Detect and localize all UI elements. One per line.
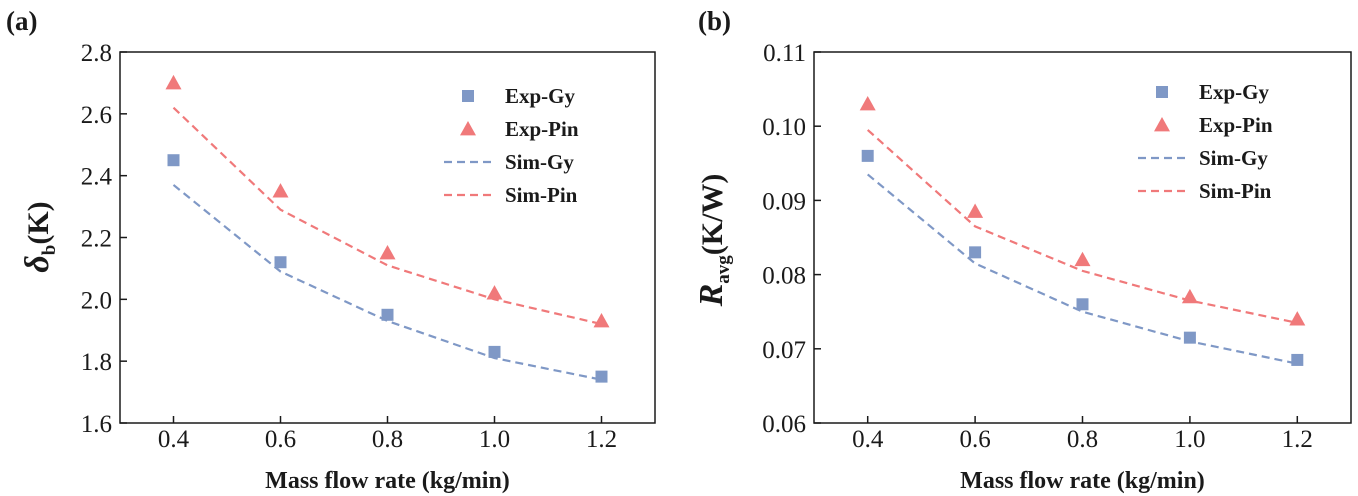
legend-label-sim-gy: Sim-Gy [505,150,574,174]
legend-marker-exp-pin [1154,117,1170,132]
y-tick-label: 0.08 [762,263,806,290]
y-axis-label: Ravg(K/W) [693,174,734,308]
x-tick-label: 1.2 [586,426,617,453]
data-point-exp-pin [1289,311,1306,326]
legend-label-exp-pin: Exp-Pin [505,117,579,141]
x-tick-label: 0.4 [852,426,884,453]
y-tick-label: 0.06 [762,411,806,438]
y-axis-subscript: b [39,245,60,256]
y-tick-label: 2.4 [81,164,113,191]
y-axis-subscript: avg [713,255,734,284]
x-axis-label: Mass flow rate (kg/min) [960,468,1205,494]
y-tick-label: 0.07 [762,337,806,364]
y-tick-label: 0.09 [762,188,806,215]
y-tick-label: 1.6 [81,411,112,438]
data-point-exp-pin [1074,251,1091,267]
y-axis-symbol: R [693,284,730,308]
x-tick-label: 0.6 [265,426,296,453]
y-tick-label: 2.0 [81,287,112,314]
plot-frame [813,51,1352,424]
data-point-exp-gy [381,308,394,321]
data-point-exp-gy [1076,298,1089,311]
x-tick-label: 0.8 [1067,426,1098,453]
y-tick-label: 2.6 [81,102,112,129]
data-point-exp-pin [593,312,610,328]
y-tick-label: 2.2 [81,226,112,253]
series-sim-pin [866,129,1298,324]
data-point-exp-pin [486,285,503,300]
series-line-sim-pin [172,106,602,326]
legend-marker-exp-gy [1156,86,1168,98]
legend: Exp-Gy Exp-Pin Sim-Gy Sim-Pin [444,84,579,207]
panel-label: (b) [698,6,731,36]
legend-marker-exp-gy [462,90,474,102]
data-point-exp-pin [967,203,984,218]
x-tick-label: 1.0 [1174,426,1205,453]
series-line-sim-pin [866,129,1298,324]
y-axis-unit: (K) [22,201,55,244]
x-tick-label: 1.2 [1282,426,1313,453]
y-tick-label: 1.8 [81,349,112,376]
data-point-exp-pin [859,95,876,111]
x-tick-label: 1.0 [479,426,510,453]
series-line-sim-gy [866,173,1298,365]
y-axis-label: δb(K) [19,201,60,272]
y-axis-unit: (K/W) [696,174,729,256]
data-point-exp-gy [969,246,982,259]
data-point-exp-gy [274,256,287,269]
data-point-exp-pin [379,244,396,260]
x-tick-label: 0.4 [158,426,190,453]
legend-label-sim-pin: Sim-Pin [505,183,578,207]
chart-panel-a: (a) 0.4 0.6 0.8 1.0 1.2 1.6 1.8 2.0 2.2 2.4 2.6 2.8 M… [6,6,656,494]
y-tick-label: 0.10 [762,114,806,141]
data-point-exp-gy [167,154,180,167]
legend-label-sim-gy: Sim-Gy [1199,146,1268,170]
legend-marker-exp-pin [460,121,476,136]
legend-label-exp-gy: Exp-Gy [505,84,576,108]
data-point-exp-gy [595,370,608,383]
x-tick-label: 0.6 [959,426,990,453]
legend: Exp-Gy Exp-Pin Sim-Gy Sim-Pin [1138,80,1273,203]
data-point-exp-gy [861,149,874,162]
legend-label-exp-pin: Exp-Pin [1199,113,1273,137]
series-sim-gy [172,184,602,381]
series-sim-gy [866,173,1298,365]
legend-label-sim-pin: Sim-Pin [1199,179,1272,203]
data-point-exp-gy [488,345,501,358]
x-tick-label: 0.8 [372,426,403,453]
data-point-exp-gy [1291,353,1304,366]
series-line-sim-gy [172,184,602,381]
chart-panel-b: (b) 0.4 0.6 0.8 1.0 1.2 0.06 0.07 0.08 0.09 0.10 0.… [693,6,1352,494]
y-tick-label: 2.8 [81,40,112,67]
y-axis-symbol: δ [19,255,56,272]
data-point-exp-pin [272,183,289,198]
legend-label-exp-gy: Exp-Gy [1199,80,1270,104]
data-point-exp-pin [165,74,182,90]
y-tick-label: 0.11 [763,40,806,67]
panel-label: (a) [6,6,37,36]
series-sim-pin [172,106,602,326]
x-axis-label: Mass flow rate (kg/min) [265,468,510,494]
